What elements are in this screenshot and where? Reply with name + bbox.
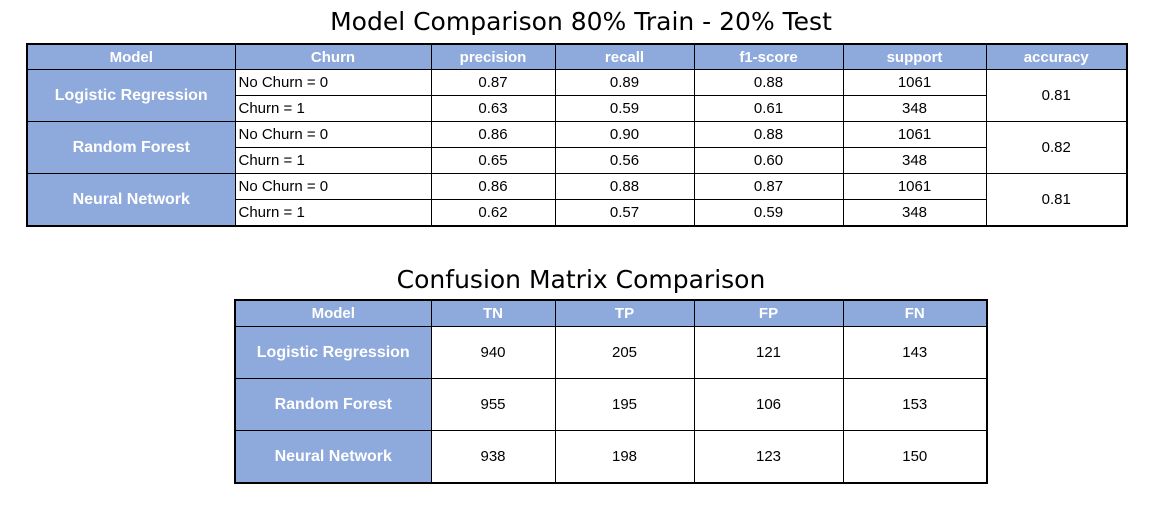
f1-score-cell: 0.61 bbox=[693, 95, 844, 122]
header-recall: recall bbox=[554, 43, 695, 70]
header-churn: Churn bbox=[234, 43, 432, 70]
confusion-matrix-table: Model TN TP FP FN Logistic Regression 94… bbox=[234, 299, 988, 484]
fp-cell: 121 bbox=[693, 326, 844, 379]
tn-cell: 940 bbox=[430, 326, 556, 379]
fn-cell: 143 bbox=[842, 326, 988, 379]
header-fp: FP bbox=[693, 299, 844, 327]
recall-cell: 0.57 bbox=[554, 199, 695, 227]
tp-cell: 198 bbox=[554, 430, 695, 484]
table-row: Random Forest 955 195 106 153 bbox=[234, 378, 988, 431]
f1-score-cell: 0.88 bbox=[693, 121, 844, 148]
class-label-cell: Churn = 1 bbox=[234, 95, 432, 122]
precision-cell: 0.62 bbox=[430, 199, 556, 227]
class-label-cell: No Churn = 0 bbox=[234, 173, 432, 200]
class-label-cell: Churn = 1 bbox=[234, 199, 432, 227]
header-f1-score: f1-score bbox=[693, 43, 844, 70]
table-row: Neural Network 938 198 123 150 bbox=[234, 430, 988, 484]
table-row: Churn = 1 0.62 0.57 0.59 348 bbox=[27, 199, 1127, 227]
model-name-cell: Neural Network bbox=[26, 173, 236, 227]
tn-cell: 938 bbox=[430, 430, 556, 484]
recall-cell: 0.89 bbox=[554, 69, 695, 96]
header-support: support bbox=[842, 43, 987, 70]
support-cell: 1061 bbox=[842, 69, 987, 96]
confusion-table-title: Confusion Matrix Comparison bbox=[396, 265, 766, 294]
precision-cell: 0.63 bbox=[430, 95, 556, 122]
recall-cell: 0.59 bbox=[554, 95, 695, 122]
model-comparison-table: Model Churn precision recall f1-score su… bbox=[26, 43, 1128, 227]
accuracy-cell: 0.81 bbox=[985, 69, 1128, 122]
tp-cell: 195 bbox=[554, 378, 695, 431]
f1-score-cell: 0.59 bbox=[693, 199, 844, 227]
fp-cell: 123 bbox=[693, 430, 844, 484]
f1-score-cell: 0.88 bbox=[693, 69, 844, 96]
support-cell: 348 bbox=[842, 95, 987, 122]
tp-cell: 205 bbox=[554, 326, 695, 379]
support-cell: 1061 bbox=[842, 121, 987, 148]
support-cell: 1061 bbox=[842, 173, 987, 200]
table-row: Random Forest No Churn = 0 0.86 0.90 0.8… bbox=[26, 121, 1128, 174]
fp-cell: 106 bbox=[693, 378, 844, 431]
header-tn: TN bbox=[430, 299, 556, 327]
header-model: Model bbox=[234, 299, 432, 327]
class-label-cell: No Churn = 0 bbox=[234, 69, 432, 96]
header-tp: TP bbox=[554, 299, 695, 327]
recall-cell: 0.56 bbox=[554, 147, 695, 174]
precision-cell: 0.87 bbox=[430, 69, 556, 96]
accuracy-cell: 0.81 bbox=[985, 173, 1128, 227]
f1-score-cell: 0.87 bbox=[693, 173, 844, 200]
support-cell: 348 bbox=[842, 199, 987, 227]
tn-cell: 955 bbox=[430, 378, 556, 431]
header-accuracy: accuracy bbox=[985, 43, 1128, 70]
header-fn: FN bbox=[842, 299, 988, 327]
metrics-table-title: Model Comparison 80% Train - 20% Test bbox=[330, 7, 832, 36]
model-name-cell: Random Forest bbox=[26, 121, 236, 174]
model-name-cell: Random Forest bbox=[234, 378, 432, 431]
f1-score-cell: 0.60 bbox=[693, 147, 844, 174]
accuracy-cell: 0.82 bbox=[985, 121, 1128, 174]
confusion-header-row: Model TN TP FP FN bbox=[234, 299, 988, 327]
table-row: Logistic Regression No Churn = 0 0.87 0.… bbox=[26, 69, 1128, 122]
precision-cell: 0.65 bbox=[430, 147, 556, 174]
class-label-cell: Churn = 1 bbox=[234, 147, 432, 174]
class-label-cell: No Churn = 0 bbox=[234, 121, 432, 148]
precision-cell: 0.86 bbox=[430, 173, 556, 200]
recall-cell: 0.90 bbox=[554, 121, 695, 148]
support-cell: 348 bbox=[842, 147, 987, 174]
model-name-cell: Logistic Regression bbox=[234, 326, 432, 379]
header-precision: precision bbox=[430, 43, 556, 70]
table-row: Churn = 1 0.65 0.56 0.60 348 bbox=[27, 147, 1127, 174]
model-name-cell: Logistic Regression bbox=[26, 69, 236, 122]
table-row: Neural Network No Churn = 0 0.86 0.88 0.… bbox=[26, 173, 1128, 227]
fn-cell: 153 bbox=[842, 378, 988, 431]
precision-cell: 0.86 bbox=[430, 121, 556, 148]
fn-cell: 150 bbox=[842, 430, 988, 484]
metrics-header-row: Model Churn precision recall f1-score su… bbox=[26, 43, 1128, 70]
table-row: Logistic Regression 940 205 121 143 bbox=[234, 326, 988, 379]
recall-cell: 0.88 bbox=[554, 173, 695, 200]
header-model: Model bbox=[26, 43, 236, 70]
table-row: Churn = 1 0.63 0.59 0.61 348 bbox=[27, 95, 1127, 122]
model-name-cell: Neural Network bbox=[234, 430, 432, 484]
